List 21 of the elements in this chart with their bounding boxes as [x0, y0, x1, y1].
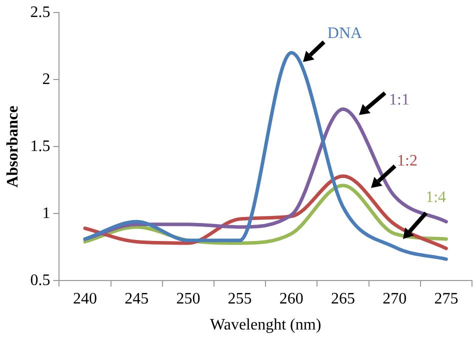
- x-tick-label: 255: [228, 290, 252, 308]
- x-tick-label: 270: [382, 290, 407, 308]
- x-tick-label: 265: [331, 290, 355, 308]
- x-tick-label: 260: [279, 290, 304, 308]
- y-tick-label: 0.5: [30, 272, 50, 289]
- x-tick-label: 250: [176, 290, 200, 308]
- line-series: [83, 51, 448, 261]
- x-tick-label: 245: [124, 290, 149, 308]
- text: 1:2: [397, 152, 418, 170]
- y-axis-title: Absorbance: [4, 106, 22, 188]
- line-series: [83, 174, 448, 250]
- y-tick-label: 2: [42, 70, 50, 88]
- y-tick-label: 1.5: [30, 138, 50, 155]
- x-tick-label: 240: [73, 290, 97, 308]
- text: 1:1: [389, 91, 410, 108]
- y-tick-label: 2.5: [30, 4, 50, 21]
- text: DNA: [327, 25, 363, 42]
- text: 1:4: [426, 188, 446, 206]
- x-axis-title: Wavelenght (nm): [210, 316, 322, 334]
- x-tick-label: 275: [434, 290, 458, 308]
- y-tick-label: 1: [42, 204, 50, 222]
